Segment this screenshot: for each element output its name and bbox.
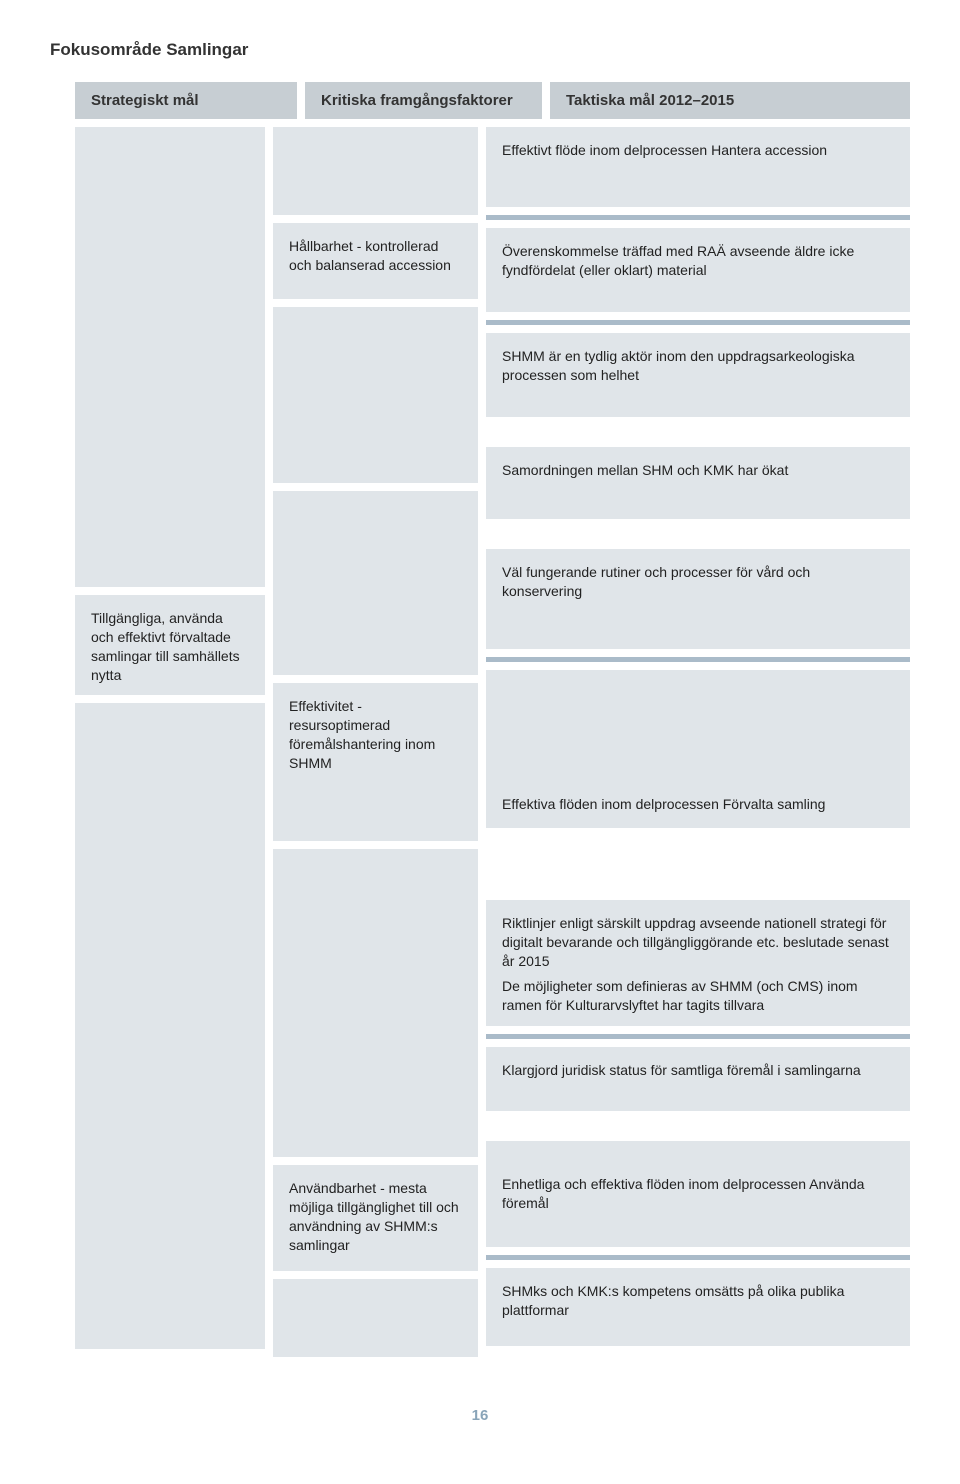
col2-spacer-4 — [273, 849, 478, 1157]
table-header-row: Strategiskt mål Kritiska framgångsfaktor… — [75, 82, 910, 119]
taktiska-r10: SHMks och KMK:s kompetens omsätts på oli… — [486, 1268, 910, 1346]
gap — [486, 425, 910, 439]
taktiska-r6-text: Effektiva flöden inom delprocessen Förva… — [502, 795, 825, 814]
header-kritiska: Kritiska framgångsfaktorer — [305, 82, 542, 119]
gap — [486, 1119, 910, 1133]
divider — [486, 657, 910, 662]
page-title: Fokusområde Samlingar — [50, 40, 910, 60]
divider — [486, 1034, 910, 1039]
taktiska-r5: Väl fungerande rutiner och processer för… — [486, 549, 910, 649]
divider — [486, 320, 910, 325]
col2-spacer-3 — [273, 491, 478, 675]
col2-spacer-5 — [273, 1279, 478, 1357]
header-taktiska: Taktiska mål 2012–2015 — [550, 82, 910, 119]
taktiska-r7a: Riktlinjer enligt särskilt uppdrag avsee… — [502, 914, 894, 971]
kritiska-g2: Effektivitet - resursoptimerad föremålsh… — [273, 683, 478, 841]
taktiska-r8: Klargjord juridisk status för samtliga f… — [486, 1047, 910, 1111]
gap — [486, 836, 910, 892]
taktiska-r4: Samordningen mellan SHM och KMK har ökat — [486, 447, 910, 519]
page-number: 16 — [50, 1407, 910, 1424]
taktiska-r1: Effektivt flöde inom delprocessen Hanter… — [486, 127, 910, 207]
taktiska-r6: Effektiva flöden inom delprocessen Förva… — [486, 670, 910, 828]
divider — [486, 215, 910, 220]
divider — [486, 1255, 910, 1260]
taktiska-r7: Riktlinjer enligt särskilt uppdrag avsee… — [486, 900, 910, 1026]
col2-spacer-1 — [273, 127, 478, 215]
taktiska-r9-text: Enhetliga och effektiva flöden inom delp… — [502, 1175, 894, 1213]
col1-spacer-top — [75, 127, 265, 587]
strategiskt-label: Tillgängliga, använda och effektivt förv… — [75, 595, 265, 695]
col1-spacer-bottom — [75, 703, 265, 1349]
kritiska-g1: Hållbarhet - kontrollerad och balanserad… — [273, 223, 478, 299]
header-strategiskt: Strategiskt mål — [75, 82, 297, 119]
taktiska-r2: Överenskommelse träffad med RAÄ avseende… — [486, 228, 910, 312]
taktiska-r9: Enhetliga och effektiva flöden inom delp… — [486, 1141, 910, 1247]
col2-spacer-2 — [273, 307, 478, 483]
taktiska-r7b: De möjligheter som definieras av SHMM (o… — [502, 977, 894, 1015]
kritiska-g3: Användbarhet - mesta möjliga tillgänglig… — [273, 1165, 478, 1271]
taktiska-r3: SHMM är en tydlig aktör inom den uppdrag… — [486, 333, 910, 417]
gap — [486, 527, 910, 541]
